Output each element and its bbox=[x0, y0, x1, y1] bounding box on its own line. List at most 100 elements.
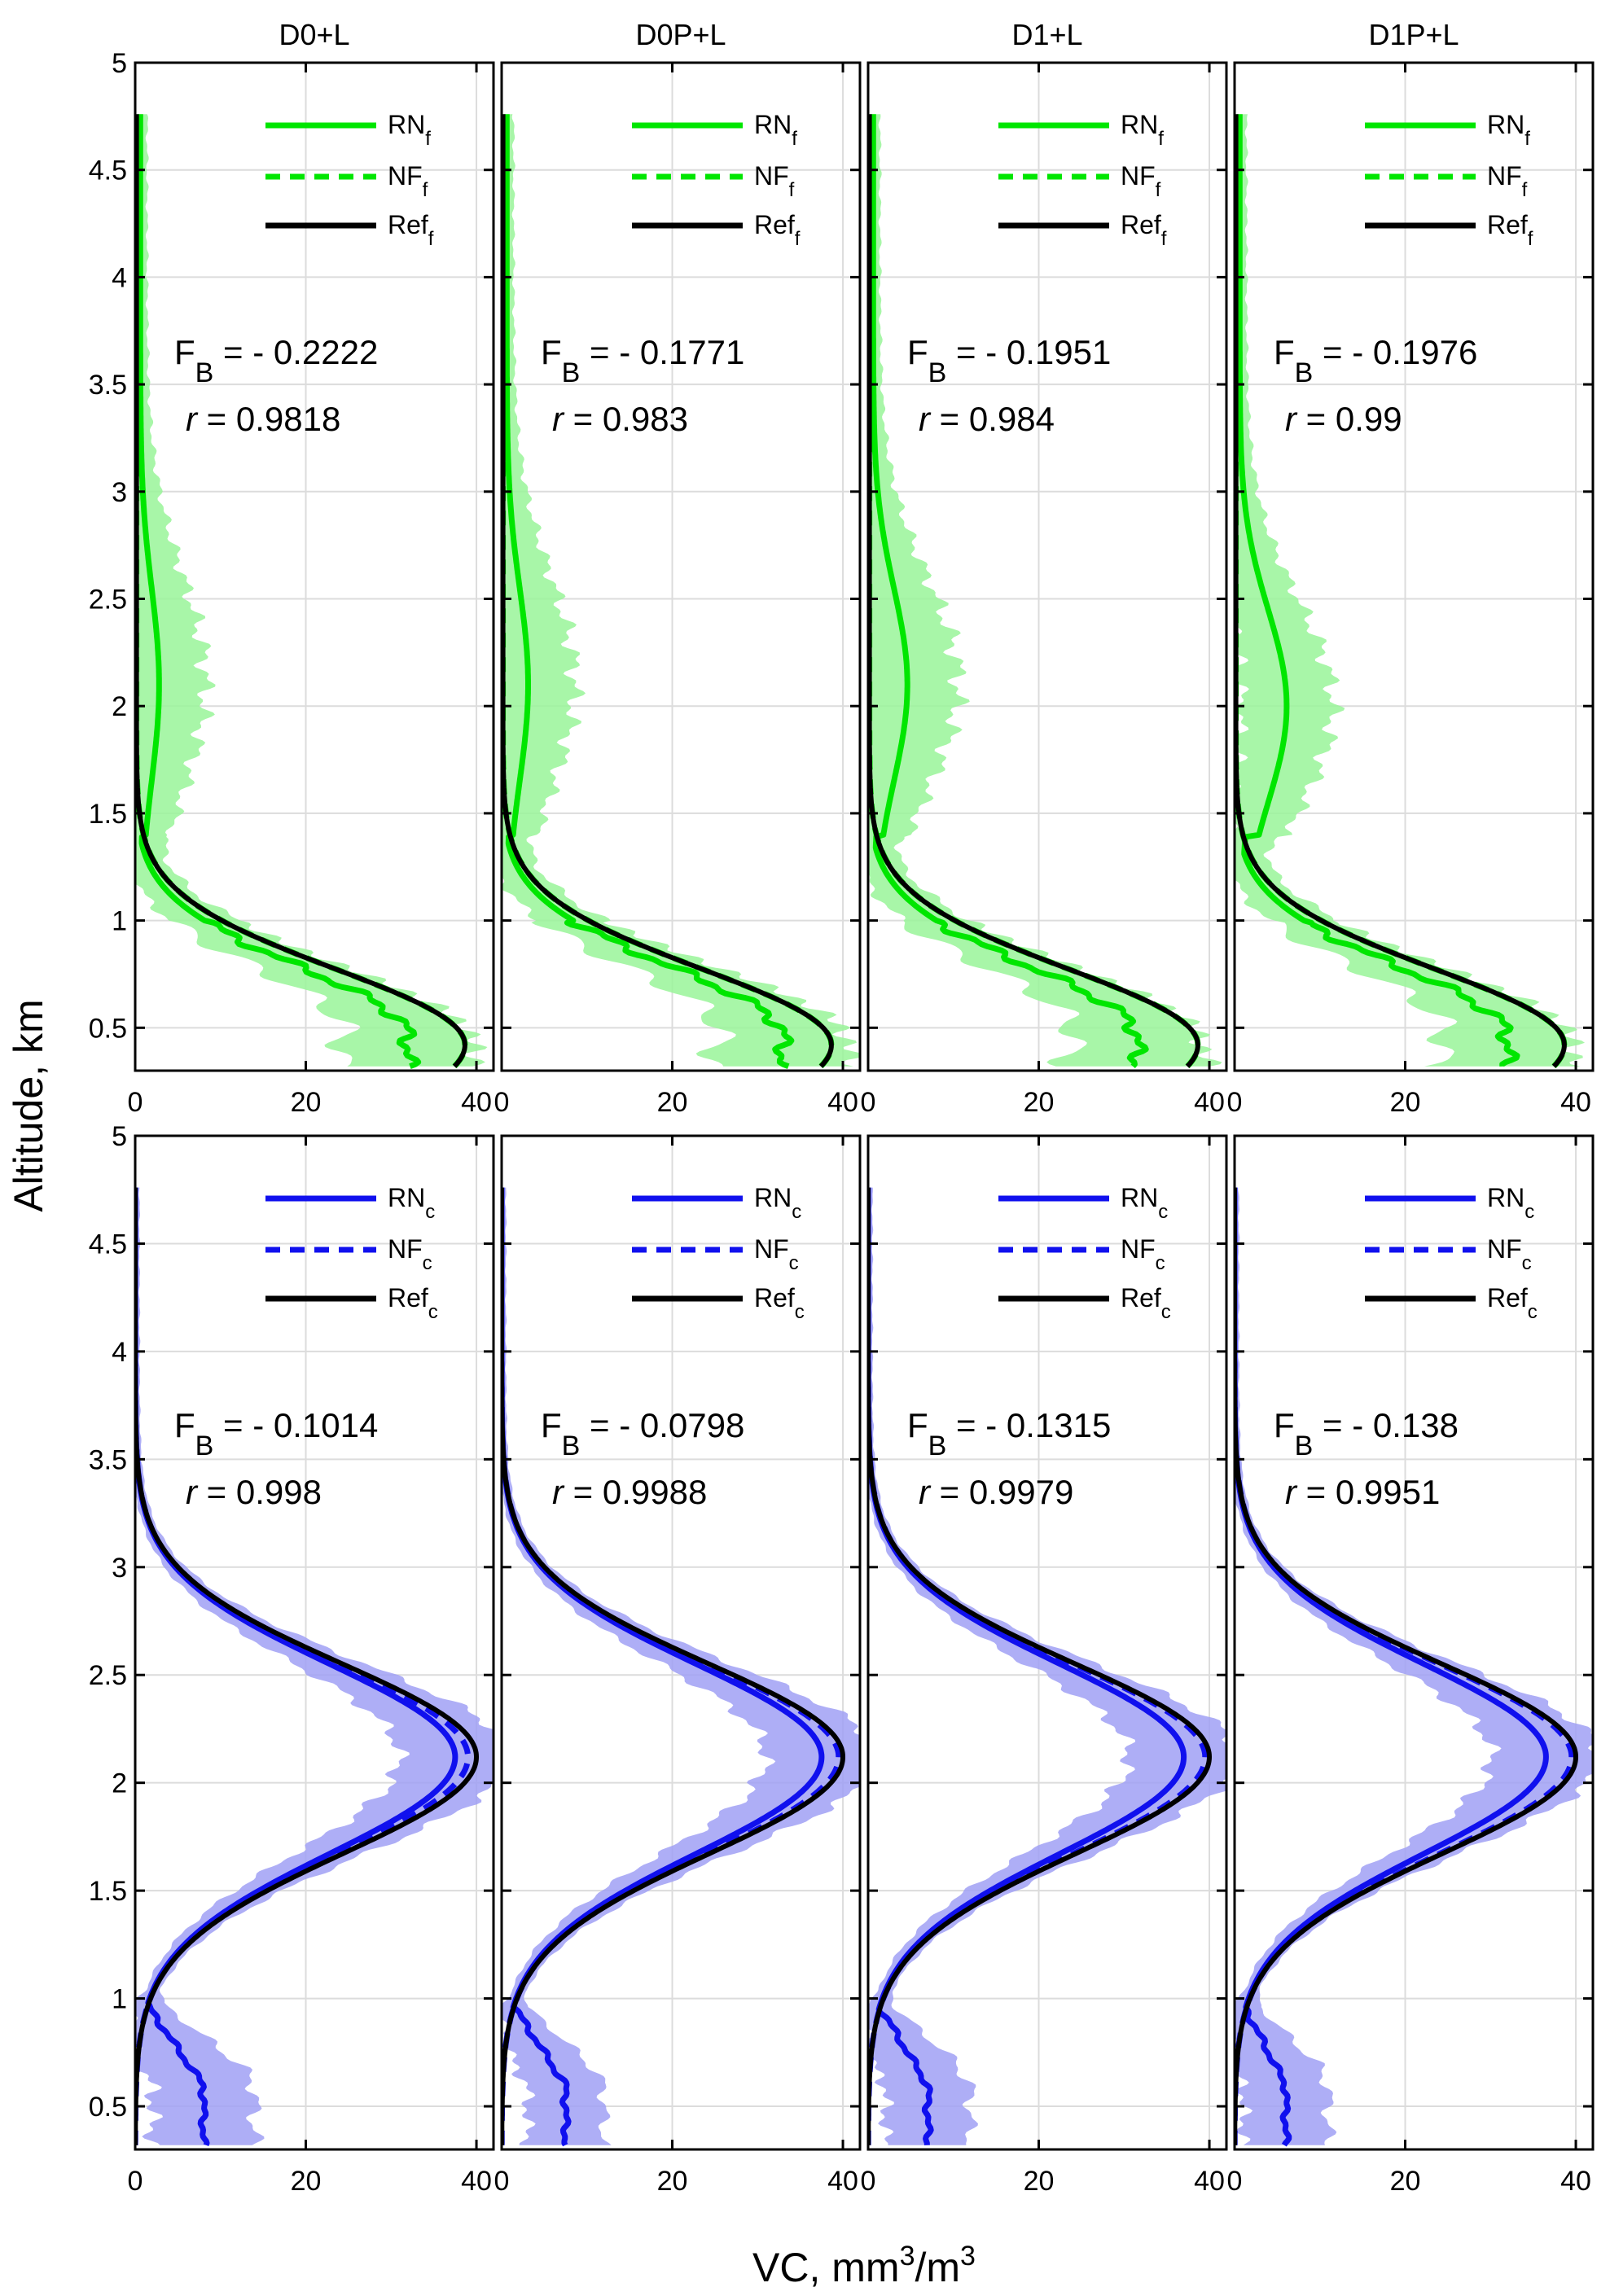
fb-symbol: F bbox=[907, 333, 928, 371]
axes-box bbox=[134, 1134, 495, 2151]
legend-label-sub: c bbox=[428, 1301, 438, 1323]
legend-label: RNc bbox=[1487, 1183, 1534, 1223]
fb-subscript: B bbox=[928, 1431, 947, 1461]
y-tick-label: 4.5 bbox=[89, 156, 127, 186]
y-tick-label: 2.5 bbox=[89, 585, 127, 616]
r-annotation: r = 0.984 bbox=[919, 400, 1055, 438]
legend-label-base: NF bbox=[388, 161, 423, 191]
legend-label-sub: c bbox=[1161, 1301, 1171, 1323]
legend-label-sub: c bbox=[1522, 1252, 1532, 1274]
r-value: 0.983 bbox=[603, 400, 688, 438]
panel-title: D1+L bbox=[1011, 18, 1082, 51]
fb-equals: = bbox=[580, 1406, 619, 1444]
series-rn-line bbox=[503, 113, 795, 1069]
x-axis-label-part: 3 bbox=[900, 2241, 915, 2272]
legend-label-base: RN bbox=[1121, 110, 1158, 139]
r-value: 0.9951 bbox=[1336, 1473, 1440, 1511]
legend-label-sub: f bbox=[425, 128, 431, 150]
axes-box bbox=[500, 1134, 862, 2151]
x-tick-label: 0 bbox=[128, 2166, 143, 2197]
series-rn-line bbox=[502, 1186, 825, 2147]
fb-annotation: FB = - 0.0798 bbox=[541, 1406, 744, 1461]
r-annotation: r = 0.9988 bbox=[552, 1473, 707, 1511]
axes-box bbox=[1233, 1134, 1595, 2151]
legend-label-sub: f bbox=[1158, 128, 1164, 150]
x-tick-label: 40 bbox=[1560, 2166, 1591, 2197]
plot-area bbox=[868, 1186, 1226, 2146]
plot-area bbox=[135, 1186, 494, 2146]
y-tick-label: 3.5 bbox=[89, 370, 127, 401]
legend-label-base: Ref bbox=[1487, 210, 1528, 239]
legend-label: NFc bbox=[388, 1234, 432, 1274]
r-symbol: r bbox=[552, 1473, 565, 1511]
series-rn-line bbox=[137, 113, 422, 1069]
x-tick-label: 20 bbox=[1390, 2166, 1421, 2197]
x-tick-label: 0 bbox=[494, 2166, 510, 2197]
x-tick-label: 20 bbox=[291, 2166, 322, 2197]
fb-equals: = bbox=[1313, 333, 1352, 371]
y-tick-label: 2 bbox=[112, 1768, 127, 1799]
legend-label: NFf bbox=[754, 161, 795, 201]
plot-area bbox=[1235, 113, 1585, 1069]
x-tick-label: 0 bbox=[1227, 1087, 1243, 1118]
plot-area bbox=[135, 113, 488, 1069]
legend-label-base: NF bbox=[1121, 161, 1156, 191]
y-tick-label: 3 bbox=[112, 1553, 127, 1584]
fb-equals: = bbox=[213, 333, 252, 371]
legend-label-sub: c bbox=[1528, 1301, 1538, 1323]
legend-label: NFc bbox=[1487, 1234, 1532, 1274]
y-tick-label: 4.5 bbox=[89, 1229, 127, 1260]
r-equals: = bbox=[930, 1473, 969, 1511]
r-equals: = bbox=[564, 1473, 603, 1511]
legend-label-base: NF bbox=[1121, 1234, 1156, 1264]
legend-label: RNc bbox=[754, 1183, 801, 1223]
x-tick-label: 20 bbox=[1024, 2166, 1055, 2197]
series-rn-line bbox=[868, 1186, 1187, 2146]
fb-symbol: F bbox=[541, 1406, 562, 1444]
series-rn-line bbox=[1236, 113, 1520, 1067]
panel-1: 0 20 400.511.522.533.544.55D0+LRNfNFfReffF… bbox=[89, 18, 495, 1118]
r-annotation: r = 0.9951 bbox=[1285, 1473, 1440, 1511]
r-equals: = bbox=[197, 1473, 236, 1511]
fb-subscript: B bbox=[1295, 1431, 1314, 1461]
legend-label-base: Ref bbox=[754, 210, 795, 239]
legend-label-sub: f bbox=[423, 179, 428, 201]
r-equals: = bbox=[564, 400, 603, 438]
legend-label: NFc bbox=[754, 1234, 799, 1274]
fb-subscript: B bbox=[928, 357, 947, 388]
uncertainty-band bbox=[135, 114, 488, 1067]
series-ref-line bbox=[1235, 1187, 1578, 2146]
legend-label: NFf bbox=[388, 161, 428, 201]
legend-label-base: RN bbox=[754, 1183, 792, 1212]
legend-label-sub: f bbox=[1528, 228, 1533, 250]
r-symbol: r bbox=[1285, 1473, 1298, 1511]
x-tick-label: 40 bbox=[461, 2166, 492, 2197]
fb-value: - 0.2222 bbox=[252, 333, 378, 371]
y-tick-label: 2 bbox=[112, 691, 127, 722]
series-ref-line bbox=[135, 1187, 479, 2146]
r-annotation: r = 0.99 bbox=[1285, 400, 1402, 438]
plot-area bbox=[868, 113, 1222, 1069]
axes-box bbox=[1233, 61, 1595, 1072]
legend-label: Reff bbox=[1121, 210, 1167, 250]
r-symbol: r bbox=[186, 400, 199, 438]
fb-subscript: B bbox=[195, 1431, 214, 1461]
legend-label: RNc bbox=[1121, 1183, 1168, 1223]
legend-label-base: Ref bbox=[388, 1283, 428, 1312]
series-ref-line bbox=[502, 113, 834, 1068]
fb-annotation: FB = - 0.138 bbox=[1274, 1406, 1459, 1461]
fb-value: - 0.1976 bbox=[1352, 333, 1477, 371]
plot-area bbox=[502, 1186, 860, 2147]
legend-label-base: NF bbox=[388, 1234, 423, 1264]
legend-label-base: NF bbox=[1487, 161, 1522, 191]
y-axis-label: Altitude, km bbox=[6, 999, 51, 1212]
series-ref-line bbox=[868, 1187, 1212, 2146]
legend-label: RNc bbox=[388, 1183, 435, 1223]
y-tick-label: 4 bbox=[112, 262, 127, 293]
legend-label-base: RN bbox=[754, 110, 792, 139]
legend-label: RNf bbox=[754, 110, 797, 150]
fb-symbol: F bbox=[907, 1406, 928, 1444]
